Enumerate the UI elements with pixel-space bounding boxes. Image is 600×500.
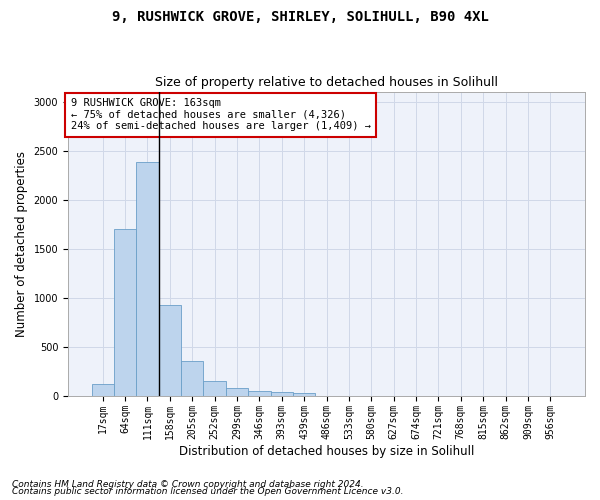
Bar (181, 361, 203, 396)
Y-axis label: Number of detached properties: Number of detached properties (15, 151, 28, 337)
Text: 9, RUSHWICK GROVE, SHIRLEY, SOLIHULL, B90 4XL: 9, RUSHWICK GROVE, SHIRLEY, SOLIHULL, B9… (112, 10, 488, 24)
Bar (226, 388, 248, 396)
Bar (203, 381, 226, 396)
Bar (136, 162, 158, 396)
Title: Size of property relative to detached houses in Solihull: Size of property relative to detached ho… (155, 76, 498, 90)
Bar (248, 390, 271, 396)
Bar (158, 305, 181, 396)
Bar (271, 392, 293, 396)
X-axis label: Distribution of detached houses by size in Solihull: Distribution of detached houses by size … (179, 444, 474, 458)
Bar (293, 393, 316, 396)
Bar (92, 384, 114, 396)
Bar (114, 230, 136, 396)
Text: Contains public sector information licensed under the Open Government Licence v3: Contains public sector information licen… (12, 487, 404, 496)
Text: Contains HM Land Registry data © Crown copyright and database right 2024.: Contains HM Land Registry data © Crown c… (12, 480, 364, 489)
Text: 9 RUSHWICK GROVE: 163sqm
← 75% of detached houses are smaller (4,326)
24% of sem: 9 RUSHWICK GROVE: 163sqm ← 75% of detach… (71, 98, 371, 132)
